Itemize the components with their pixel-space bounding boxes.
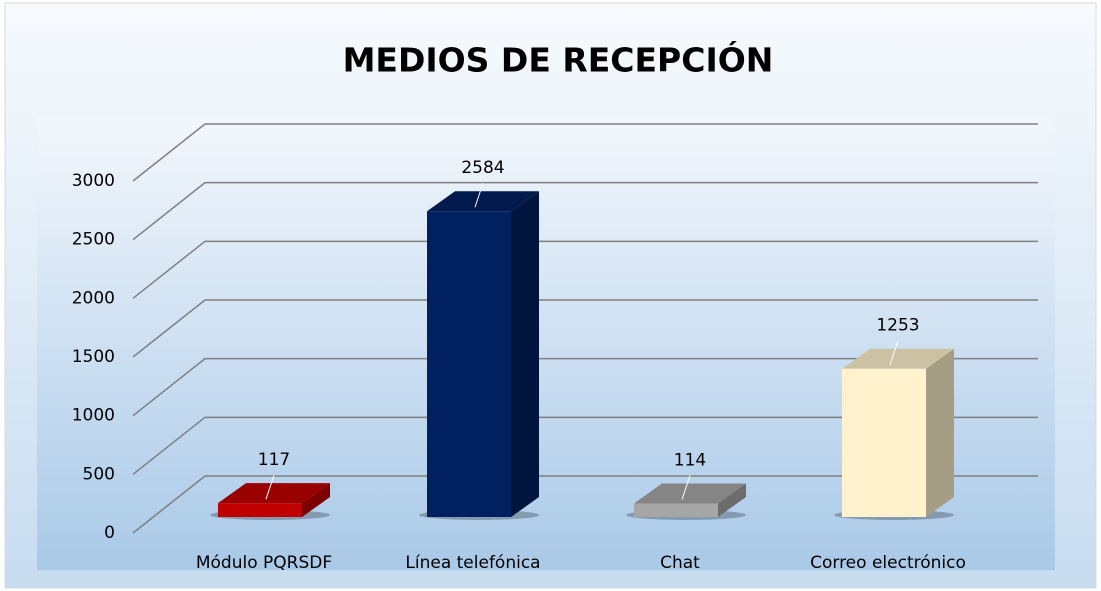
bar bbox=[218, 503, 302, 517]
data-label: 2584 bbox=[461, 158, 504, 178]
y-tick-label: 3000 bbox=[72, 171, 115, 191]
leader-line bbox=[265, 474, 275, 500]
leader-line bbox=[889, 340, 899, 365]
bar-top bbox=[634, 483, 746, 504]
y-tick-label: 1500 bbox=[72, 347, 115, 367]
chart-title: MEDIOS DE RECEPCIÓN bbox=[343, 40, 774, 80]
x-tick-label: Chat bbox=[660, 553, 700, 573]
y-tick-label: 2000 bbox=[72, 288, 115, 308]
grid-line bbox=[132, 240, 1038, 299]
bar-top bbox=[427, 191, 539, 212]
y-tick-label: 0 bbox=[104, 523, 115, 543]
x-tick-label: Correo electrónico bbox=[810, 553, 966, 573]
bar bbox=[427, 211, 511, 517]
bar-top bbox=[842, 348, 954, 369]
grid-line bbox=[132, 416, 1038, 475]
grid-line bbox=[132, 299, 1038, 358]
bar-top bbox=[218, 483, 330, 504]
leader-line bbox=[474, 183, 484, 208]
data-label: 114 bbox=[674, 451, 706, 471]
y-tick-label: 2500 bbox=[72, 230, 115, 250]
data-label: 117 bbox=[258, 450, 290, 470]
grid-line bbox=[132, 181, 1038, 241]
y-tick-label: 500 bbox=[83, 464, 115, 484]
y-tick-label: 1000 bbox=[72, 406, 115, 426]
bar-side bbox=[926, 348, 954, 517]
grid-line bbox=[132, 123, 1038, 182]
grid-line bbox=[132, 475, 1038, 534]
bar bbox=[634, 503, 718, 517]
bar-side bbox=[718, 483, 746, 517]
bar-side bbox=[511, 191, 539, 517]
data-label: 1253 bbox=[876, 316, 919, 336]
bar bbox=[842, 368, 926, 517]
bar-side bbox=[302, 483, 330, 517]
grid-line bbox=[132, 357, 1038, 417]
x-tick-label: Módulo PQRSDF bbox=[196, 553, 332, 573]
leader-line bbox=[681, 475, 691, 500]
x-tick-label: Línea telefónica bbox=[405, 553, 540, 573]
